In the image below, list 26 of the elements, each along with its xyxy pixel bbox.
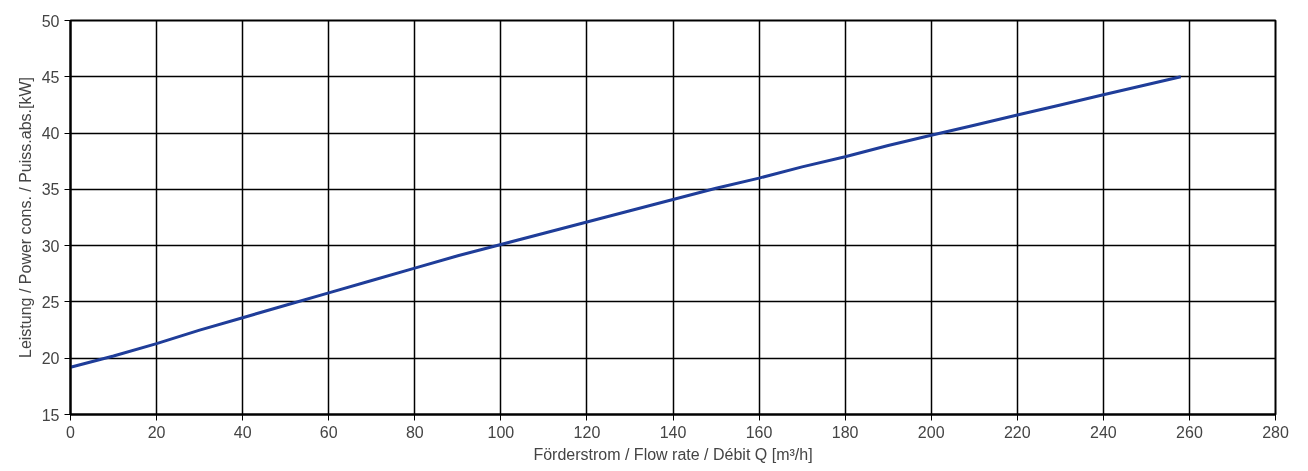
y-tick-label: 25 [41,293,60,311]
y-tick-label: 50 [41,12,60,30]
y-tick-label: 45 [41,68,60,86]
x-tick-label: 100 [487,423,515,441]
y-tick-label: 40 [41,125,60,143]
x-tick-label: 180 [831,423,859,441]
x-tick-label: 220 [1003,423,1031,441]
x-tick-label: 200 [917,423,945,441]
x-tick-label: 120 [573,423,601,441]
y-tick-label: 35 [41,181,60,199]
y-tick-label: 20 [41,350,60,368]
x-tick-label: 40 [233,423,252,441]
x-tick-label: 80 [405,423,424,441]
x-tick-label: 140 [659,423,687,441]
y-tick-label: 30 [41,237,60,255]
x-tick-label: 0 [66,423,76,441]
x-tick-label: 60 [319,423,338,441]
x-axis-title: Förderstrom / Flow rate / Débit Q [m³/h] [533,445,813,463]
x-tick-label: 260 [1176,423,1203,441]
x-tick-label: 280 [1262,423,1289,441]
x-tick-label: 20 [147,423,166,441]
line-series [70,75,1183,369]
x-tick-label: 240 [1090,423,1117,441]
y-axis-title: Leistung / Power cons. / Puiss.abs.[kW] [16,76,34,358]
y-tick-label: 15 [41,406,60,424]
x-tick-label: 160 [745,423,773,441]
